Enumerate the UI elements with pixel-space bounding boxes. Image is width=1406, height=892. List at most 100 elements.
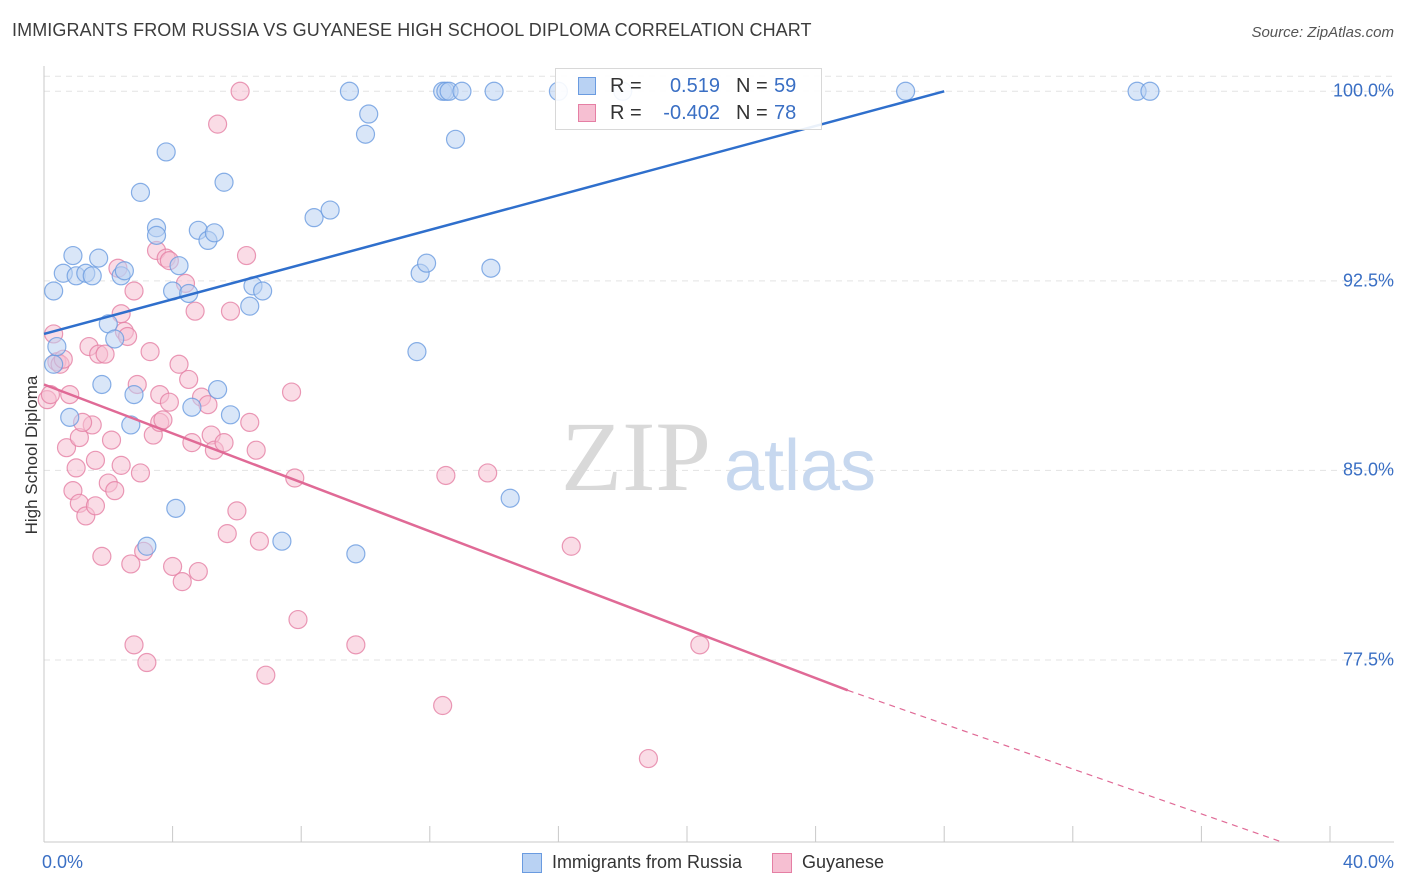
point-russia: [60, 407, 80, 427]
watermark-atlas: atlas: [724, 426, 876, 506]
point-guyanese: [159, 392, 179, 412]
point-guyanese: [256, 665, 276, 685]
legend-row-guyanese: R = -0.402 N = 78: [578, 101, 796, 125]
point-russia: [407, 342, 427, 362]
point-russia: [166, 498, 186, 518]
point-guyanese: [236, 245, 257, 266]
source-note: Source: ZipAtlas.com: [1251, 24, 1394, 41]
point-guyanese: [130, 463, 151, 483]
point-guyanese: [561, 536, 581, 556]
point-russia: [253, 281, 273, 301]
point-russia: [240, 296, 260, 316]
point-guyanese: [85, 496, 106, 516]
point-russia: [44, 354, 64, 374]
correlation-legend: R = 0.519 N = 59 R = -0.402 N = 78: [555, 68, 822, 130]
point-russia: [137, 536, 157, 556]
legend-swatch-guyanese: [578, 104, 596, 122]
point-guyanese: [85, 450, 106, 470]
point-russia: [220, 405, 241, 425]
watermark-zip: ZIP: [561, 401, 711, 512]
point-guyanese: [124, 281, 144, 301]
point-guyanese: [188, 561, 208, 582]
point-guyanese: [172, 572, 192, 592]
point-russia: [484, 81, 504, 101]
point-guyanese: [240, 412, 260, 433]
point-russia: [82, 266, 102, 286]
point-guyanese: [436, 465, 456, 486]
trend-lines: [43, 90, 1282, 843]
point-russia: [105, 329, 125, 349]
point-russia: [47, 336, 67, 357]
point-russia: [63, 245, 83, 266]
point-guyanese: [101, 430, 122, 450]
point-guyanese: [92, 546, 112, 566]
point-russia: [481, 258, 501, 278]
y-tick-label-85: 85.0%: [1342, 459, 1394, 480]
point-guyanese: [346, 635, 366, 655]
point-russia: [156, 142, 176, 162]
point-guyanese: [281, 382, 302, 402]
legend-n-value-guyanese: 78: [774, 101, 797, 124]
point-russia: [89, 248, 109, 268]
point-russia: [355, 124, 376, 144]
point-russia: [359, 104, 379, 124]
point-guyanese: [690, 635, 710, 655]
point-guyanese: [95, 344, 115, 364]
point-russia: [346, 544, 366, 564]
grid-lines: [44, 75, 1394, 661]
watermark: ZIP atlas: [561, 401, 876, 512]
point-guyanese: [220, 301, 241, 321]
y-tick-label-77-5: 77.5%: [1342, 649, 1394, 670]
legend-row-russia: R = 0.519 N = 59: [578, 74, 796, 98]
point-russia: [445, 129, 466, 149]
point-guyanese: [288, 609, 308, 630]
point-russia: [204, 223, 224, 243]
point-guyanese: [217, 524, 237, 544]
point-guyanese: [124, 635, 144, 655]
point-russia: [208, 379, 228, 400]
point-guyanese: [185, 301, 205, 321]
legend-n-value-russia: 59: [774, 74, 797, 97]
point-guyanese: [249, 531, 270, 551]
point-guyanese: [246, 440, 266, 460]
point-russia: [339, 81, 360, 101]
point-russia: [214, 172, 234, 192]
legend-r-value-russia: 0.519: [669, 74, 720, 97]
legend-label-guyanese: Guyanese: [801, 852, 885, 872]
point-guyanese: [478, 463, 498, 483]
point-russia: [272, 531, 292, 551]
legend-swatch-guyanese: [771, 852, 792, 873]
point-russia: [1140, 81, 1160, 101]
point-russia: [130, 182, 151, 202]
point-russia: [896, 81, 916, 101]
point-guyanese: [433, 695, 453, 716]
series-legend: Immigrants from Russia Guyanese: [0, 852, 1406, 873]
y-tick-label-92-5: 92.5%: [1342, 270, 1394, 291]
point-russia: [416, 253, 437, 273]
legend-n-label: N =: [736, 101, 768, 124]
legend-r-label: R =: [610, 74, 642, 97]
legend-item-russia[interactable]: Immigrants from Russia: [521, 852, 742, 873]
point-russia: [146, 225, 167, 245]
point-russia: [124, 384, 144, 405]
trend-line-russia: [43, 90, 945, 336]
trend-line-guyanese-extension: [847, 689, 1282, 843]
y-axis-label: High School Diploma: [22, 375, 41, 535]
point-guyanese: [179, 369, 199, 390]
legend-swatch-russia: [521, 852, 542, 873]
legend-n-label: N =: [736, 74, 768, 97]
point-russia: [92, 374, 112, 395]
point-guyanese: [227, 501, 247, 521]
point-russia: [452, 81, 472, 101]
point-guyanese: [208, 114, 228, 134]
point-russia: [182, 397, 202, 417]
point-russia: [304, 208, 324, 228]
x-tick-label-min: 0.0%: [42, 852, 84, 872]
x-tick-label-max: 40.0%: [1342, 852, 1394, 872]
axes: [43, 66, 1394, 843]
point-russia: [44, 281, 64, 301]
point-guyanese: [169, 354, 189, 374]
legend-item-guyanese[interactable]: Guyanese: [771, 852, 885, 873]
legend-label-russia: Immigrants from Russia: [551, 852, 742, 872]
